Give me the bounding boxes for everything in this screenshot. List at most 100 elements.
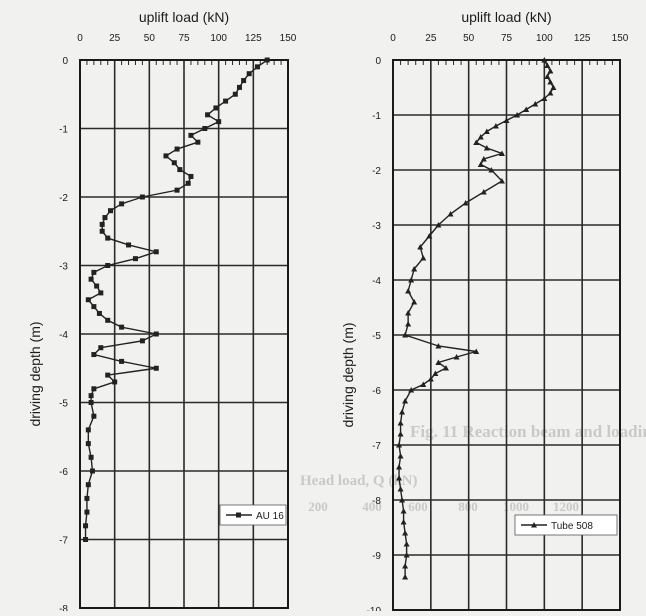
series-line-au16	[84, 59, 268, 540]
x-tick-label: 0	[390, 33, 396, 44]
data-point	[88, 400, 94, 405]
data-point	[91, 304, 97, 310]
data-point	[91, 352, 97, 358]
data-point	[435, 359, 442, 365]
data-point	[254, 64, 260, 70]
data-point	[88, 276, 94, 282]
data-point	[188, 173, 194, 179]
fig-caption-ghost: Fig. 11 Reaction beam and loading device	[410, 422, 646, 441]
data-point	[132, 256, 138, 262]
head-load-tick-ghost: 200	[308, 499, 328, 514]
data-point	[84, 495, 90, 501]
x-tick-label: 100	[210, 33, 227, 44]
data-point	[541, 95, 548, 101]
y-tick-label: 0	[375, 56, 381, 67]
plot-frame	[392, 59, 621, 611]
data-point	[85, 427, 91, 433]
data-point	[112, 379, 118, 385]
x-tick-label: 100	[536, 33, 553, 44]
y-tick-label: -5	[372, 331, 381, 342]
data-point	[185, 180, 191, 186]
data-point	[402, 563, 409, 569]
data-point	[399, 409, 406, 415]
data-point	[88, 393, 94, 399]
data-point	[400, 519, 407, 525]
data-point	[397, 486, 404, 492]
data-point	[98, 345, 104, 351]
y-tick-label: -3	[59, 262, 68, 273]
data-point	[492, 123, 499, 129]
data-point	[102, 215, 108, 221]
data-point	[541, 57, 548, 63]
data-point	[417, 244, 424, 250]
data-point	[91, 386, 97, 392]
x-tick-label: 150	[280, 33, 297, 44]
data-point	[426, 233, 433, 239]
data-point	[420, 381, 427, 387]
y-tick-label: -4	[59, 330, 68, 341]
data-point	[408, 387, 415, 393]
data-point	[523, 106, 530, 112]
data-point	[473, 348, 480, 354]
legend-box	[219, 504, 287, 526]
data-point	[442, 365, 449, 371]
data-point	[462, 200, 469, 206]
x-axis-title: uplift load (kN)	[139, 9, 229, 25]
data-point	[99, 221, 105, 227]
data-point	[264, 57, 270, 63]
data-point	[177, 167, 183, 173]
y-axis-title: driving depth (m)	[340, 322, 356, 427]
data-point	[544, 73, 551, 79]
data-point	[532, 101, 539, 107]
x-axis-title: uplift load (kN)	[461, 9, 551, 25]
x-tick-label: 150	[612, 33, 629, 44]
head-load-tick-ghost: 1000	[503, 499, 529, 514]
data-point	[483, 145, 490, 151]
data-point	[411, 299, 418, 305]
data-point	[83, 537, 89, 542]
chart-tube508: 0 25 50 75 100 125 150 0 -1 -2 -3 -4 -5 -6 -7 -8 -9 -10 up…	[340, 9, 629, 616]
data-point	[153, 331, 159, 337]
data-point	[85, 441, 91, 447]
data-point	[547, 68, 554, 74]
data-point	[246, 71, 252, 77]
data-point	[503, 117, 510, 123]
data-point	[477, 161, 484, 167]
data-point	[399, 497, 406, 503]
y-tick-label: -4	[372, 276, 381, 287]
x-tick-label: 25	[425, 33, 437, 44]
x-tick-label: 50	[144, 33, 156, 44]
data-point	[96, 310, 102, 316]
data-point	[119, 358, 125, 364]
data-point	[483, 128, 490, 134]
y-tick-label: -6	[59, 467, 68, 478]
data-point	[547, 90, 554, 96]
legend-label: Tube 508	[551, 521, 593, 532]
y-tick-label: -3	[372, 221, 381, 232]
data-point	[408, 277, 415, 283]
data-point	[420, 255, 427, 261]
data-point	[480, 156, 487, 162]
data-point	[396, 475, 403, 481]
data-point	[477, 134, 484, 140]
data-point	[402, 574, 409, 580]
data-point	[397, 453, 404, 459]
data-point	[205, 112, 211, 118]
y-tick-label: -5	[59, 399, 68, 410]
x-tick-label: 125	[245, 33, 262, 44]
y-tick-label: -1	[59, 125, 68, 136]
y-tick-label: -2	[59, 193, 68, 204]
data-point	[498, 178, 505, 184]
data-point	[223, 98, 229, 104]
legend-box	[514, 514, 618, 536]
x-tick-label: 0	[77, 33, 83, 44]
data-point	[435, 343, 442, 349]
data-point	[188, 132, 194, 138]
legend-marker	[236, 512, 241, 518]
data-point	[105, 317, 111, 323]
data-point	[236, 84, 242, 90]
data-point	[85, 297, 91, 303]
x-tick-label: 75	[501, 33, 513, 44]
